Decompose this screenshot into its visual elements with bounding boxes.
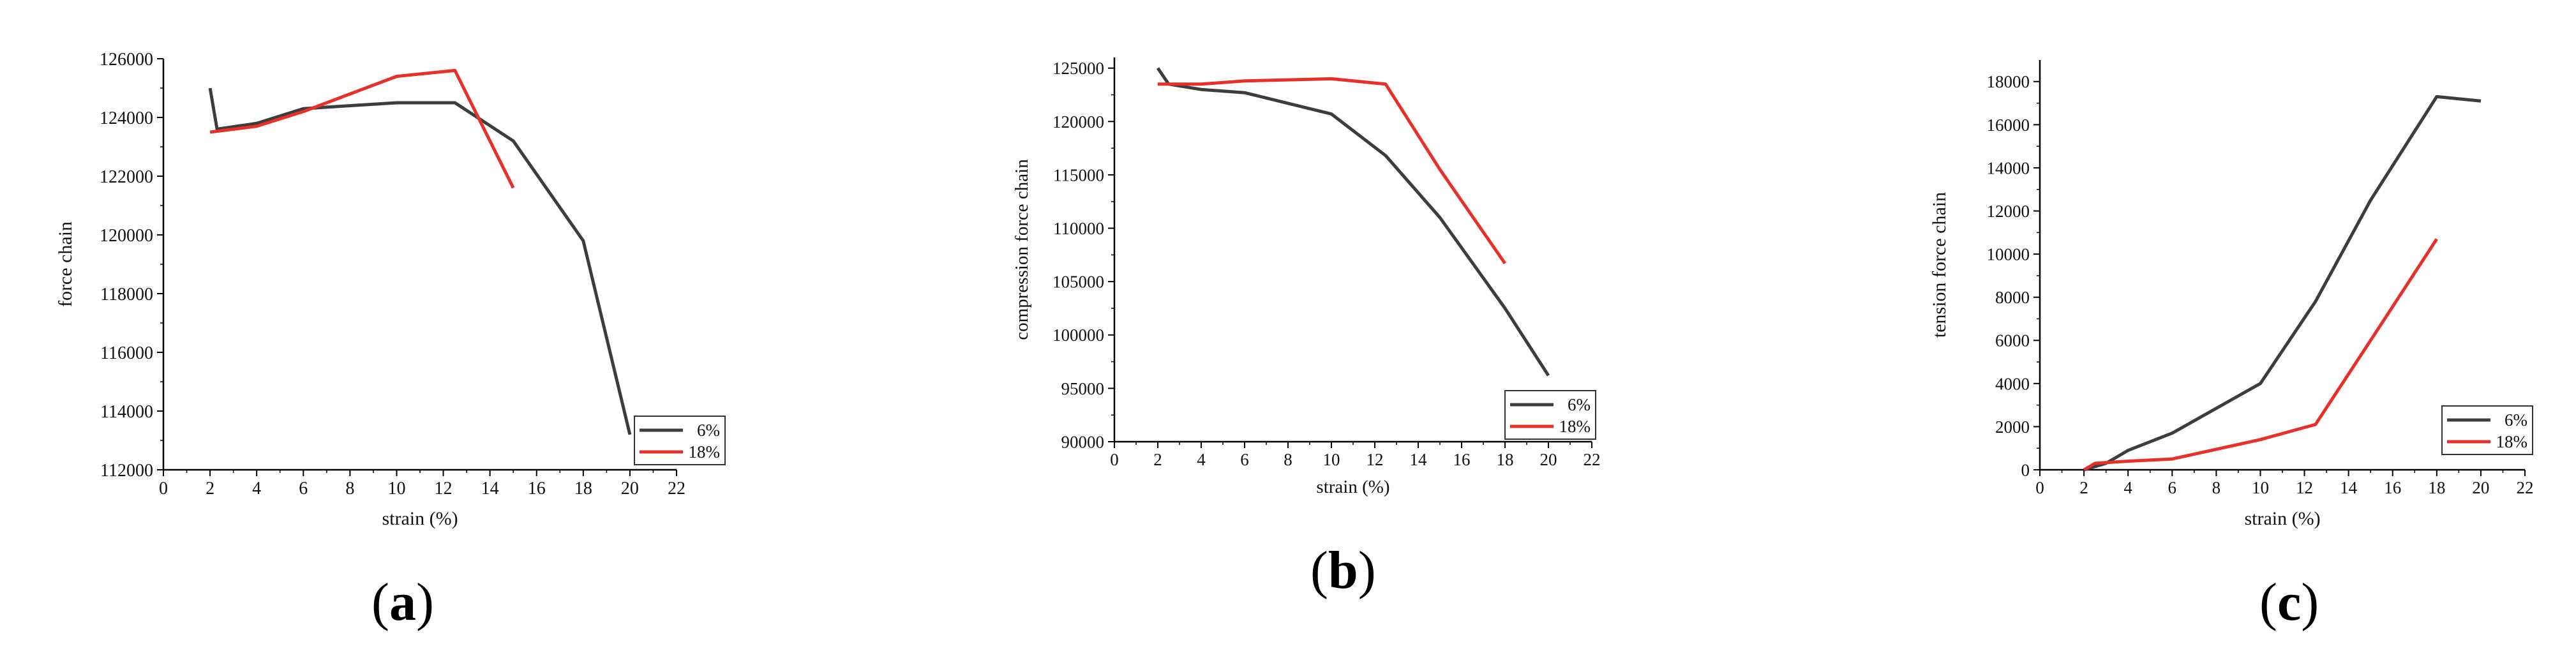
y-tick-label: 6000 [1995,331,2030,350]
legend-box [634,416,726,465]
y-tick-label: 2000 [1995,417,2030,437]
y-tick-label: 124000 [100,109,153,128]
series-line-6pct [2083,94,2482,472]
legend-label: 18% [1559,417,1591,436]
x-tick-label: 4 [252,479,261,499]
x-tick-label: 12 [435,479,453,499]
legend-label: 6% [2505,410,2527,430]
y-tick-label: 10000 [1987,245,2030,264]
y-tick-label: 14000 [1987,158,2030,177]
y-tick-label: 95000 [1061,379,1105,398]
x-tick-label: 8 [2212,478,2221,497]
y-tick-label: 110000 [1053,219,1104,238]
x-tick-label: 14 [1410,450,1428,469]
x-tick-label: 20 [1540,450,1557,469]
series-line-18pct [2083,238,2438,472]
x-tick-label: 22 [2517,478,2534,497]
y-axis-title: tension force chain [1929,192,1950,338]
legend-label: 6% [1568,395,1591,414]
x-tick-label: 18 [1497,450,1514,469]
panel-label-a: (a) [371,573,434,632]
x-tick-label: 10 [1323,450,1340,469]
x-tick-label: 20 [621,479,639,499]
chart-panel-c: 0 2 4 6 8 10 12 14 16 18 20 22 0 2000 4000 6000 8000 1000… [1902,0,2576,660]
y-tick-label: 126000 [100,50,153,70]
x-tick-label: 16 [2384,478,2401,497]
y-axis-title: compression force chain [1012,159,1032,340]
x-tick-label: 20 [2472,478,2489,497]
x-tick-label: 16 [528,479,546,499]
panel-label-c: (c) [2259,573,2319,632]
y-tick-label: 120000 [100,226,153,246]
y-tick-label: 16000 [1987,116,2030,135]
x-tick-label: 0 [2035,478,2044,497]
x-tick-label: 6 [2168,478,2177,497]
series-line-6pct [208,87,632,435]
chart-panel-a: 0 2 4 6 8 10 12 14 16 18 20 22 112000 114000 116000 118… [0,0,791,660]
y-tick-label: 118000 [100,285,153,304]
y-tick-label: 90000 [1061,432,1105,451]
x-tick-label: 10 [2252,478,2269,497]
x-tick-label: 14 [481,479,499,499]
y-tick-label: 12000 [1987,202,2030,221]
x-tick-label: 22 [668,479,685,499]
x-tick-label: 18 [574,479,592,499]
x-axis-title: strain (%) [1316,477,1389,497]
y-tick-label: 100000 [1052,326,1104,345]
legend-box [2441,405,2533,455]
y-tick-label: 115000 [1053,165,1104,184]
series-line-6pct [1156,67,1550,377]
x-tick-label: 2 [2079,478,2088,497]
y-tick-label: 105000 [1052,273,1104,292]
series-line-18pct [209,68,515,189]
x-tick-label: 12 [2296,478,2313,497]
y-tick-label: 112000 [100,461,153,481]
x-tick-label: 14 [2340,478,2358,497]
x-tick-label: 16 [1453,450,1471,469]
x-tick-label: 2 [206,479,214,499]
x-tick-label: 22 [1584,450,1601,469]
y-tick-label: 125000 [1052,59,1104,78]
chart-a: 0 2 4 6 8 10 12 14 16 18 20 22 112000 114000 116000 118… [55,50,726,529]
x-axis-title: strain (%) [2244,508,2320,529]
x-tick-label: 0 [159,479,168,499]
legend-label: 6% [697,421,720,440]
y-tick-label: 18000 [1987,72,2030,91]
x-tick-label: 18 [2428,478,2445,497]
x-tick-label: 0 [1110,450,1119,469]
x-tick-label: 10 [387,479,405,499]
chart-c: 0 2 4 6 8 10 12 14 16 18 20 22 0 2000 4000 6000 8000 1000… [1929,60,2534,529]
x-tick-label: 4 [2123,478,2132,497]
y-tick-label: 114000 [100,402,153,422]
x-tick-label: 6 [299,479,308,499]
chart-panel-b: 0 2 4 6 8 10 12 14 16 18 20 22 90000 95000 100000 10500… [977,0,1666,660]
x-tick-label: 2 [1153,450,1162,469]
x-tick-label: 4 [1197,450,1206,469]
y-tick-label: 4000 [1995,374,2030,393]
x-tick-label: 8 [1284,450,1292,469]
y-tick-label: 116000 [100,343,153,363]
x-axis-title: strain (%) [382,508,458,529]
x-tick-label: 8 [345,479,354,499]
chart-b: 0 2 4 6 8 10 12 14 16 18 20 22 90000 95000 100000 10500… [1012,57,1601,497]
y-axis-title: force chain [55,221,76,307]
y-tick-label: 120000 [1052,112,1104,131]
legend-box [1504,390,1596,440]
y-tick-label: 122000 [100,167,153,187]
y-tick-label: 0 [2021,460,2030,479]
y-tick-label: 8000 [1995,288,2030,307]
panel-label-b: (b) [1310,541,1376,600]
legend-label: 18% [689,442,721,461]
legend-label: 18% [2496,432,2528,451]
x-tick-label: 6 [1240,450,1249,469]
x-tick-label: 12 [1367,450,1384,469]
